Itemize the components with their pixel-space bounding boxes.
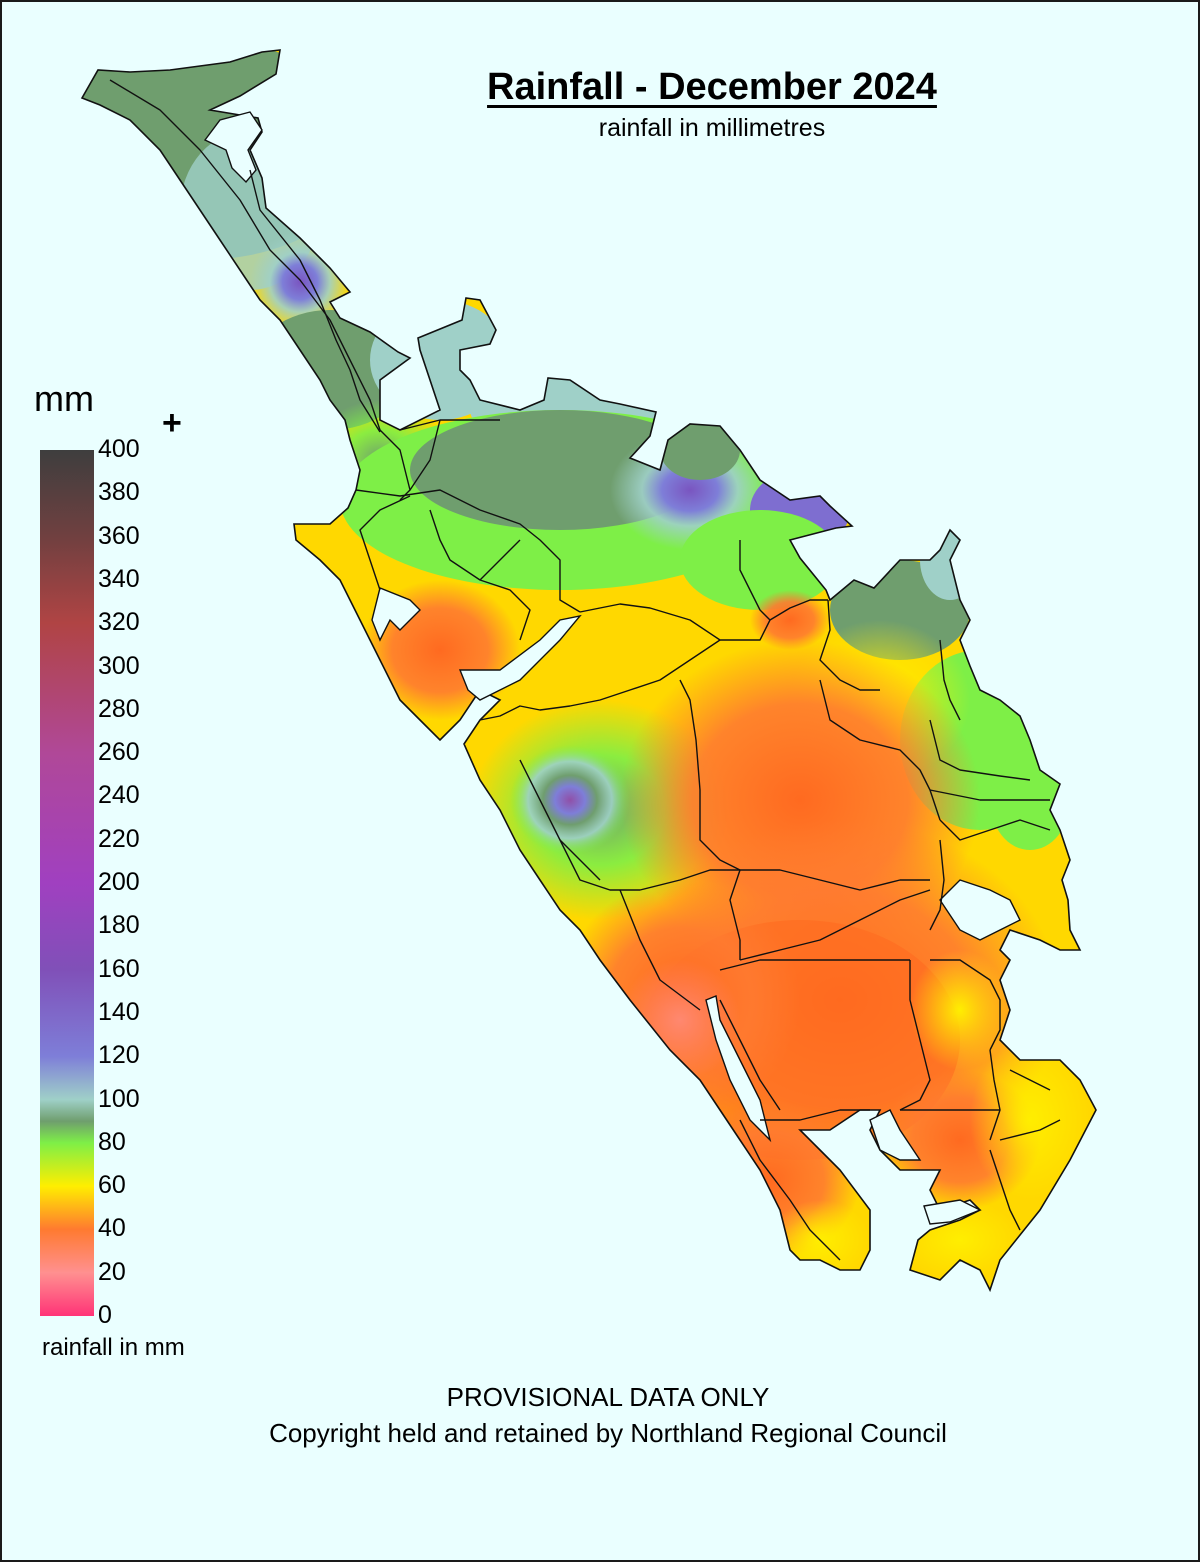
coastline	[80, 49, 1097, 1293]
legend-tick-label: 260	[98, 738, 140, 767]
map-title: Rainfall - December 2024	[487, 66, 937, 108]
legend-tick-label: 320	[98, 608, 140, 637]
legend-tick-label: 300	[98, 651, 140, 680]
legend-tick-label: 180	[98, 911, 140, 940]
map-subtitle: rainfall in millimetres	[598, 114, 826, 142]
catchment-boundaries	[109, 79, 1061, 1261]
legend-tick-label: 140	[98, 997, 140, 1026]
legend-tick-label: 360	[98, 521, 140, 550]
legend-tick-label: 280	[98, 694, 140, 723]
legend-tick-label: 400	[98, 435, 140, 463]
legend-color-bar	[40, 450, 94, 1316]
legend-unit: mm	[34, 378, 94, 419]
provisional-note: PROVISIONAL DATA ONLY	[446, 1382, 770, 1412]
legend-overflow-marker: +	[162, 404, 182, 442]
legend-tick-label: 200	[98, 868, 140, 896]
legend-tick-label: 100	[98, 1084, 140, 1113]
legend-tick-label: 340	[98, 564, 140, 593]
harbours	[203, 111, 1021, 1225]
legend-caption: rainfall in mm	[42, 1334, 185, 1361]
copyright-note: Copyright held and retained by Northland…	[269, 1418, 947, 1448]
legend-tick-label: 220	[98, 824, 140, 853]
legend-tick-label: 160	[98, 954, 140, 983]
legend-tick-label: 60	[98, 1171, 126, 1200]
legend-tick-label: 80	[98, 1127, 126, 1156]
legend-tick-label: 40	[98, 1214, 126, 1243]
legend-tick-label: 120	[98, 1041, 140, 1070]
legend-tick-label: 240	[98, 781, 140, 810]
legend-tick-label: 380	[98, 478, 140, 507]
legend-tick-label: 20	[98, 1257, 126, 1286]
legend-tick-label: 0	[98, 1301, 112, 1329]
